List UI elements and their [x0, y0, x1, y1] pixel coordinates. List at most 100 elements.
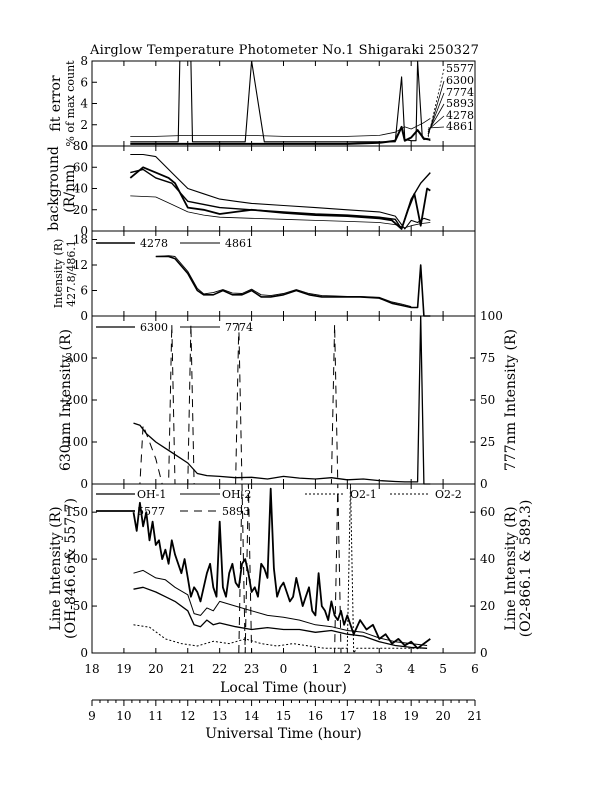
background-series-0	[130, 153, 431, 230]
x-tick-label-local: 0	[280, 662, 288, 676]
y-tick-label: 0	[80, 224, 88, 238]
y-tick-label: 0	[80, 646, 88, 660]
legend-label-5893: 5893	[222, 505, 250, 518]
x-tick-label-ut: 14	[244, 709, 260, 723]
legend-label-6300: 6300	[446, 74, 474, 87]
y-axis-label: Intensity (R)	[52, 239, 65, 309]
y-tick-label: 4	[80, 97, 88, 111]
legend-label-7774: 7774	[225, 321, 253, 334]
y-tick-label: 20	[73, 203, 88, 217]
series-5577	[132, 487, 431, 650]
y-axis-label-right-sub: (O2-866.1 & 589.3)	[518, 500, 534, 638]
x-axis-label-local: Local Time (hour)	[220, 680, 347, 696]
x-tick-label-ut: 9	[88, 709, 96, 723]
x-tick-label-ut: 12	[180, 709, 195, 723]
y-tick-label-right: 0	[480, 646, 488, 660]
y-tick-label: 200	[65, 393, 88, 407]
y-axis-label-right: Line Intensity (R)	[503, 506, 519, 630]
legend-label-oh2: OH-2	[222, 488, 251, 501]
intensity-series-1	[155, 255, 412, 308]
background-series-2	[130, 195, 431, 229]
y-tick-label-right: 0	[480, 477, 488, 491]
x-tick-label-local: 2	[344, 662, 352, 676]
y-axis-label: fit error	[48, 75, 64, 132]
series-O2-1	[133, 483, 421, 654]
intensity-series-0	[155, 255, 431, 317]
background-series-1	[129, 166, 431, 230]
x-tick-label-local: 4	[407, 662, 415, 676]
y-tick-label: 150	[65, 505, 88, 519]
y-axis-label: background	[46, 146, 62, 231]
legend-label-4861: 4861	[446, 120, 474, 133]
legend-label-oh1: OH-1	[137, 488, 166, 501]
y-axis-label-left: 630nm Intensity (R)	[58, 329, 74, 471]
y-tick-label: 0	[80, 477, 88, 491]
x-tick-label-local: 21	[180, 662, 195, 676]
legend-label-4861: 4861	[225, 237, 253, 250]
y-tick-label: 6	[80, 284, 88, 298]
x-tick-label-local: 18	[84, 662, 99, 676]
x-tick-label-ut: 10	[116, 709, 131, 723]
y-tick-label-right: 60	[480, 505, 495, 519]
legend-label-5893: 5893	[446, 97, 474, 110]
series-5893	[238, 483, 342, 654]
y-tick-label: 100	[65, 552, 88, 566]
legend-label-o22: O2-2	[435, 488, 462, 501]
x-tick-label-local: 1	[312, 662, 320, 676]
fit-error-series-1	[130, 118, 431, 137]
x-tick-label-ut: 17	[340, 709, 355, 723]
x-tick-label-ut: 18	[372, 709, 387, 723]
y-tick-label: 2	[80, 118, 88, 132]
y-axis-label-left-sub: (OH-846.6 & 557.7)	[63, 498, 79, 639]
x-tick-label-local: 23	[244, 662, 259, 676]
legend-label-5577: 5577	[446, 62, 474, 75]
series-6300	[133, 315, 431, 485]
series-OH-2	[133, 569, 428, 646]
y-tick-label: 300	[65, 351, 88, 365]
y-axis-label-sub: % of max count	[64, 60, 77, 147]
y-tick-label: 12	[73, 258, 88, 272]
y-tick-label: 6	[80, 75, 88, 89]
y-tick-label: 80	[73, 139, 88, 153]
legend-label-4278: 4278	[446, 109, 474, 122]
x-axis-label-ut: Universal Time (hour)	[205, 726, 362, 742]
legend-label-7774: 7774	[446, 86, 474, 99]
x-tick-label-ut: 11	[148, 709, 163, 723]
x-tick-label-local: 5	[439, 662, 447, 676]
y-tick-label-right: 50	[480, 393, 495, 407]
y-tick-label: 50	[73, 599, 88, 613]
legend-label-6300: 6300	[140, 321, 168, 334]
x-tick-label-ut: 16	[308, 709, 323, 723]
x-tick-label-local: 20	[148, 662, 163, 676]
y-axis-label-sub: (R/nm)	[62, 164, 78, 212]
y-tick-label-right: 100	[480, 309, 503, 323]
x-tick-label-ut: 20	[435, 709, 450, 723]
y-axis-label-left: Line Intensity (R)	[48, 506, 64, 630]
legend-label-4278: 4278	[140, 237, 168, 250]
x-tick-label-local: 6	[471, 662, 479, 676]
x-tick-label-ut: 19	[404, 709, 419, 723]
series-7774	[133, 323, 396, 485]
legend-label-5577: 5577	[137, 505, 165, 518]
y-tick-label: 40	[73, 182, 88, 196]
y-tick-label-right: 40	[480, 552, 495, 566]
chart-title: Airglow Temperature Photometer No.1 Shig…	[89, 43, 479, 58]
x-tick-label-ut: 15	[276, 709, 291, 723]
y-tick-label: 60	[73, 160, 88, 174]
legend-leader	[427, 126, 445, 129]
y-tick-label: 0	[80, 139, 88, 153]
x-tick-label-local: 19	[116, 662, 131, 676]
x-tick-label-local: 3	[375, 662, 383, 676]
y-tick-label: 0	[80, 309, 88, 323]
y-tick-label-right: 20	[480, 599, 495, 613]
x-tick-label-ut: 21	[467, 709, 482, 723]
y-axis-label-right: 777nm Intensity (R)	[503, 329, 519, 471]
series-OH-1	[133, 586, 428, 649]
y-tick-label-right: 25	[480, 435, 495, 449]
y-tick-label: 100	[65, 435, 88, 449]
fit-error-series-2	[130, 125, 431, 145]
x-tick-label-local: 22	[212, 662, 227, 676]
y-axis-label-sub: 427.8/486.1	[65, 240, 78, 307]
legend-label-o21: O2-1	[350, 488, 377, 501]
